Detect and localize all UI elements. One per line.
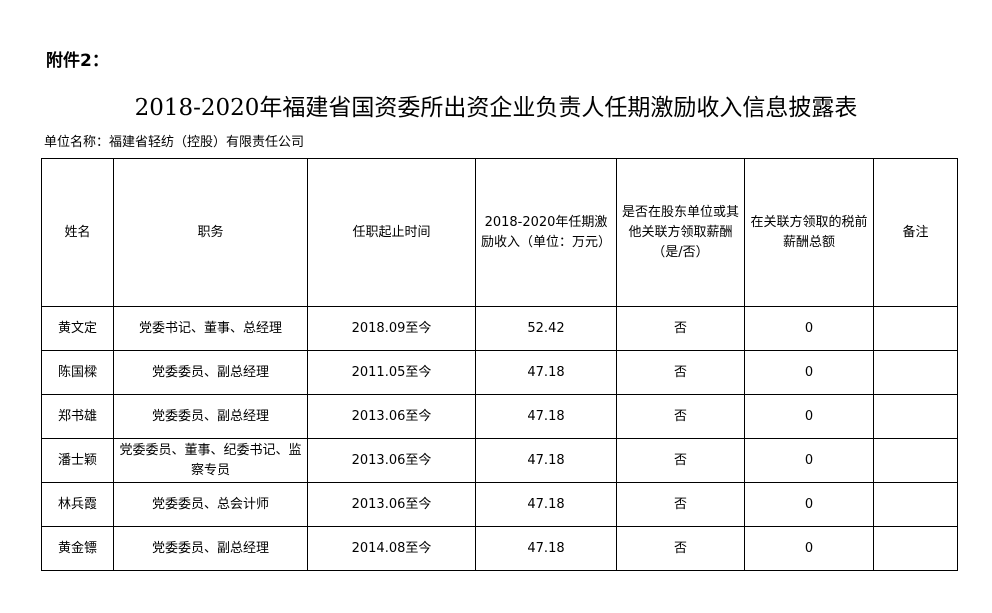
cell-related-total: 0 — [744, 350, 874, 395]
cell-related-pay: 否 — [616, 350, 745, 395]
table-row: 黄文定 党委书记、董事、总经理 2018.09至今 52.42 否 0 — [41, 306, 958, 351]
cell-name: 潘士颖 — [41, 438, 114, 483]
header-tenure: 任职起止时间 — [307, 158, 476, 307]
unit-label: 单位名称：福建省轻纺（控股）有限责任公司 — [44, 135, 305, 150]
cell-income: 47.18 — [475, 350, 617, 395]
header-related-total: 在关联方领取的税前薪酬总额 — [744, 158, 874, 307]
cell-position: 党委委员、副总经理 — [113, 350, 308, 395]
cell-related-total: 0 — [744, 438, 874, 483]
header-row: 姓名 职务 任职起止时间 2018-2020年任期激励收入（单位：万元） 是否在… — [41, 158, 958, 307]
cell-related-total: 0 — [744, 306, 874, 351]
cell-name: 林兵霞 — [41, 482, 114, 527]
cell-name: 郑书雄 — [41, 394, 114, 439]
cell-position: 党委委员、副总经理 — [113, 526, 308, 571]
cell-position: 党委委员、董事、纪委书记、监察专员 — [113, 438, 308, 483]
cell-position: 党委委员、副总经理 — [113, 394, 308, 439]
cell-name: 陈国樑 — [41, 350, 114, 395]
header-remark: 备注 — [873, 158, 958, 307]
cell-remark — [873, 482, 958, 527]
cell-remark — [873, 438, 958, 483]
cell-remark — [873, 394, 958, 439]
cell-remark — [873, 526, 958, 571]
cell-related-total: 0 — [744, 482, 874, 527]
cell-position: 党委委员、总会计师 — [113, 482, 308, 527]
attachment-label: 附件2： — [46, 51, 109, 71]
cell-related-pay: 否 — [616, 438, 745, 483]
cell-income: 47.18 — [475, 526, 617, 571]
table-row: 潘士颖 党委委员、董事、纪委书记、监察专员 2013.06至今 47.18 否 0 — [41, 438, 958, 483]
table-row: 郑书雄 党委委员、副总经理 2013.06至今 47.18 否 0 — [41, 394, 958, 439]
cell-related-total: 0 — [744, 394, 874, 439]
cell-tenure: 2013.06至今 — [307, 394, 476, 439]
cell-name: 黄文定 — [41, 306, 114, 351]
cell-tenure: 2011.05至今 — [307, 350, 476, 395]
header-name: 姓名 — [41, 158, 114, 307]
disclosure-table: 姓名 职务 任职起止时间 2018-2020年任期激励收入（单位：万元） 是否在… — [41, 158, 958, 571]
cell-tenure: 2018.09至今 — [307, 306, 476, 351]
header-income: 2018-2020年任期激励收入（单位：万元） — [475, 158, 617, 307]
table-row: 陈国樑 党委委员、副总经理 2011.05至今 47.18 否 0 — [41, 350, 958, 395]
cell-related-pay: 否 — [616, 526, 745, 571]
cell-income: 47.18 — [475, 394, 617, 439]
page-title: 2018-2020年福建省国资委所出资企业负责人任期激励收入信息披露表 — [134, 95, 858, 121]
cell-tenure: 2013.06至今 — [307, 438, 476, 483]
header-position: 职务 — [113, 158, 308, 307]
cell-related-pay: 否 — [616, 394, 745, 439]
cell-income: 47.18 — [475, 438, 617, 483]
cell-income: 47.18 — [475, 482, 617, 527]
cell-tenure: 2013.06至今 — [307, 482, 476, 527]
cell-remark — [873, 306, 958, 351]
table-row: 林兵霞 党委委员、总会计师 2013.06至今 47.18 否 0 — [41, 482, 958, 527]
table-row: 黄金镖 党委委员、副总经理 2014.08至今 47.18 否 0 — [41, 526, 958, 571]
cell-related-total: 0 — [744, 526, 874, 571]
cell-name: 黄金镖 — [41, 526, 114, 571]
cell-related-pay: 否 — [616, 482, 745, 527]
cell-remark — [873, 350, 958, 395]
cell-tenure: 2014.08至今 — [307, 526, 476, 571]
cell-position: 党委书记、董事、总经理 — [113, 306, 308, 351]
cell-income: 52.42 — [475, 306, 617, 351]
header-related-pay: 是否在股东单位或其他关联方领取薪酬（是/否） — [616, 158, 745, 307]
cell-related-pay: 否 — [616, 306, 745, 351]
